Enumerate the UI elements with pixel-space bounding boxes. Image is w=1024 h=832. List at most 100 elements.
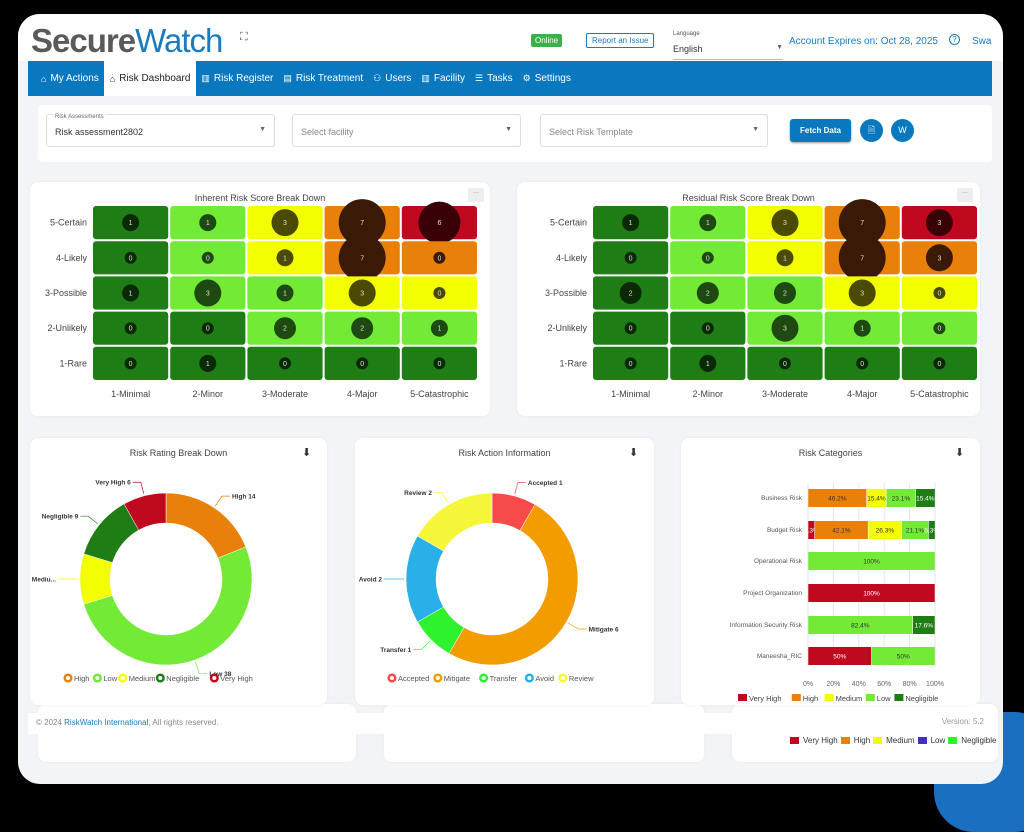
legend-label: Negligible: [905, 694, 938, 703]
x-tick-label: 60%: [877, 681, 891, 688]
x-tick-label: 20%: [826, 681, 840, 688]
slice-label: Avoid 2: [359, 577, 383, 584]
more-options-button[interactable]: ...: [468, 188, 484, 202]
nav-tab-settings[interactable]: ⚙ Settings: [518, 61, 576, 96]
legend-label: Medium: [836, 694, 863, 703]
x-axis-label: 5-Catastrophic: [910, 389, 969, 399]
legend-label: Negligible: [961, 736, 997, 745]
legend-label: Very High: [749, 694, 782, 703]
heatmap-value: 1: [129, 220, 133, 227]
heatmap-bubble: [776, 249, 794, 267]
donut-slice: [83, 546, 253, 666]
legend-label: Low: [103, 674, 117, 683]
legend-label: Accepted: [398, 674, 429, 683]
heatmap-value: 0: [706, 255, 710, 262]
heatmap-value: 2: [783, 291, 787, 298]
heatmap-bubble: [925, 209, 953, 237]
legend-label: High: [803, 694, 818, 703]
legend-marker: [387, 673, 397, 683]
slice-label: High 14: [232, 494, 256, 501]
nav-tab-label: Tasks: [487, 73, 513, 84]
nav-tab-risk-register[interactable]: ▥ Risk Register: [196, 61, 278, 96]
heatmap-bubble: [848, 279, 876, 307]
company-link[interactable]: RiskWatch International: [64, 718, 149, 727]
fullscreen-icon[interactable]: ⛶: [240, 31, 248, 43]
language-value: English: [673, 44, 703, 54]
list-icon: ☰: [474, 73, 484, 83]
heatmap-bubble: [624, 251, 637, 264]
heatmap-value: 3: [860, 291, 864, 298]
facility-select[interactable]: Select facility ▼: [292, 114, 521, 147]
heatmap-bubble: [779, 357, 791, 370]
heatmap-bubble: [925, 244, 953, 272]
heatmap-value: 7: [860, 255, 864, 262]
heatmap-value: 3: [206, 291, 210, 298]
risk-assessment-select[interactable]: Risk Assessments Risk assessment2802 ▼: [46, 114, 275, 147]
heatmap-bubble: [274, 317, 296, 340]
building-icon: ▥: [421, 73, 430, 83]
legend-label: Very High: [803, 736, 838, 745]
heatmap-value: 0: [283, 361, 287, 368]
donut-slice: [417, 492, 493, 552]
category-label: Project Organization: [743, 590, 802, 597]
heatmap-value: 7: [360, 220, 364, 227]
heatmap-bubble: [699, 214, 717, 232]
category-label: Business Risk: [761, 495, 803, 502]
y-axis-label: 3-Possible: [545, 288, 587, 298]
heatmap-bubble: [124, 322, 137, 335]
export-pdf-button[interactable]: 🗎: [860, 119, 883, 142]
building-icon: ▥: [201, 73, 210, 83]
download-icon[interactable]: ⬇: [302, 447, 312, 459]
heatmap-bubble: [624, 322, 637, 335]
slice-label: Review 2: [404, 490, 432, 497]
download-icon[interactable]: ⬇: [629, 447, 639, 459]
category-label: Budget Risk: [767, 527, 803, 534]
help-icon[interactable]: ?: [949, 34, 960, 45]
heatmap-value: 0: [129, 361, 133, 368]
nav-tab-facility[interactable]: ▥ Facility: [416, 61, 470, 96]
nav-tab-risk-treatment[interactable]: ▤ Risk Treatment: [278, 61, 368, 96]
heatmap-bubble: [856, 357, 869, 370]
x-axis-label: 4-Major: [347, 389, 378, 399]
download-icon[interactable]: ⬇: [955, 447, 965, 459]
legend-flag: [738, 694, 747, 701]
heatmap-bubble: [351, 317, 374, 340]
heatmap-value: 1: [706, 361, 710, 368]
heatmap-bubble: [418, 201, 461, 244]
legend-marker: [479, 673, 489, 683]
bar-value-label: 15.4%: [916, 496, 935, 503]
nav-tab-tasks[interactable]: ☰ Tasks: [470, 61, 518, 96]
legend-flag: [948, 737, 958, 744]
heatmap-value: 1: [206, 220, 210, 227]
export-word-button[interactable]: W: [891, 119, 914, 142]
heatmap-bubble: [122, 214, 140, 232]
nav-tab-my-actions[interactable]: ⌂ My Actions: [36, 61, 104, 96]
risk-template-select[interactable]: Select Risk Template ▼: [540, 114, 768, 147]
fetch-data-button[interactable]: Fetch Data: [790, 119, 851, 142]
heatmap-value: 0: [437, 255, 441, 262]
chevron-down-icon: ▼: [259, 126, 266, 133]
logo[interactable]: SecureWatch: [31, 22, 223, 60]
more-options-button[interactable]: ...: [957, 188, 973, 202]
heatmap-bubble: [853, 319, 871, 337]
y-axis-label: 1-Rare: [559, 358, 587, 368]
y-axis-label: 2-Unlikely: [547, 323, 587, 333]
language-select[interactable]: English ▼: [673, 44, 783, 60]
legend-label: Transfer: [490, 674, 518, 683]
risk-rating-donut: High 14 Low 38 Mediu... Negligible 9 Very Hi…: [32, 480, 256, 683]
legend-label: Low: [877, 694, 891, 703]
nav-tab-risk-dashboard[interactable]: ⌂ Risk Dashboard: [103, 61, 197, 96]
heatmap-bubble: [701, 322, 714, 335]
bar-value-label: 5.3%: [804, 528, 819, 535]
legend-marker: [433, 673, 443, 683]
heatmap-value: 3: [783, 220, 787, 227]
user-menu[interactable]: Swa: [972, 36, 992, 47]
donut-slice: [448, 504, 579, 666]
slice-label: Low 38: [209, 671, 231, 678]
y-axis-label: 4-Likely: [556, 253, 588, 263]
nav-tab-users[interactable]: ⚇ Users: [368, 61, 416, 96]
pdf-icon: 🗎: [867, 125, 876, 135]
report-issue-button[interactable]: Report an Issue: [586, 33, 655, 48]
legend-flag: [791, 694, 801, 701]
label-leader: [194, 661, 208, 674]
